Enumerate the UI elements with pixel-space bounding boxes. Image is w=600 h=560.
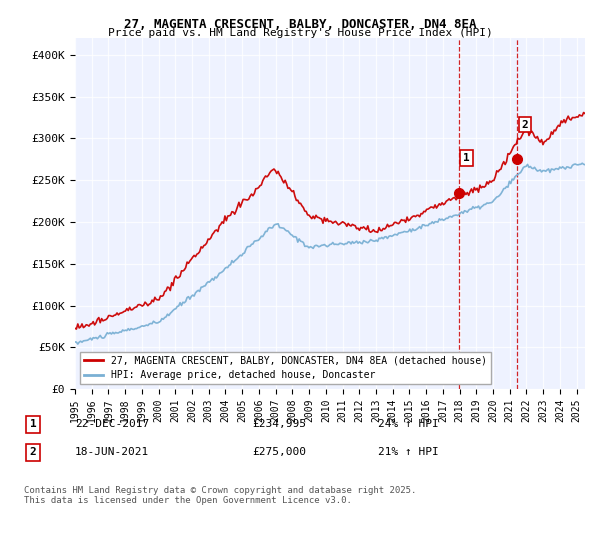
Legend: 27, MAGENTA CRESCENT, BALBY, DONCASTER, DN4 8EA (detached house), HPI: Average p: 27, MAGENTA CRESCENT, BALBY, DONCASTER, … (80, 352, 491, 384)
Text: £275,000: £275,000 (252, 447, 306, 458)
Text: 24% ↑ HPI: 24% ↑ HPI (378, 419, 439, 430)
Text: Price paid vs. HM Land Registry's House Price Index (HPI): Price paid vs. HM Land Registry's House … (107, 28, 493, 38)
Text: £234,995: £234,995 (252, 419, 306, 430)
Text: 22-DEC-2017: 22-DEC-2017 (75, 419, 149, 430)
Text: 2: 2 (29, 447, 37, 458)
Text: 27, MAGENTA CRESCENT, BALBY, DONCASTER, DN4 8EA: 27, MAGENTA CRESCENT, BALBY, DONCASTER, … (124, 18, 476, 31)
Text: Contains HM Land Registry data © Crown copyright and database right 2025.
This d: Contains HM Land Registry data © Crown c… (24, 486, 416, 506)
Text: 1: 1 (29, 419, 37, 430)
Text: 18-JUN-2021: 18-JUN-2021 (75, 447, 149, 458)
Text: 2: 2 (521, 119, 529, 129)
Text: 21% ↑ HPI: 21% ↑ HPI (378, 447, 439, 458)
Text: 1: 1 (463, 153, 470, 163)
